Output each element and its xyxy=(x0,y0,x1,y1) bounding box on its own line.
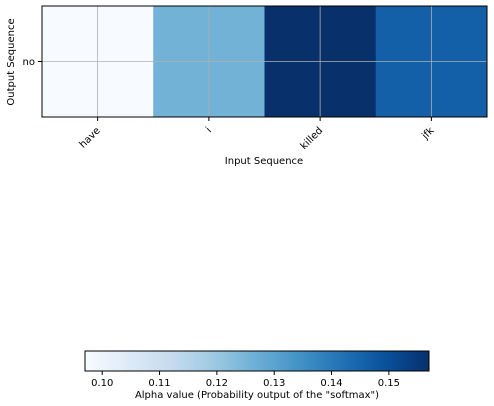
y-axis-label: Output Sequence xyxy=(6,18,17,105)
x-tick-label: jfk xyxy=(419,125,436,142)
colorbar-label: Alpha value (Probability output of the "… xyxy=(135,390,379,401)
x-tick-label: i xyxy=(204,125,214,135)
colorbar-ticks: 0.10 0.11 0.12 0.13 0.14 0.15 xyxy=(91,371,400,389)
heatmap-gridlines xyxy=(42,6,487,117)
colorbar xyxy=(84,350,430,372)
y-axis: no xyxy=(23,57,42,68)
colorbar-tick-label: 0.12 xyxy=(206,378,228,389)
colorbar-tick-label: 0.13 xyxy=(263,378,285,389)
colorbar-tick-label: 0.14 xyxy=(320,378,342,389)
x-axis-label: Input Sequence xyxy=(225,156,303,167)
colorbar-tick-label: 0.10 xyxy=(91,378,113,389)
x-axis: have i killed jfk xyxy=(78,117,437,152)
colorbar-tick-label: 0.11 xyxy=(148,378,170,389)
x-tick-label: killed xyxy=(299,125,326,152)
x-tick-label: have xyxy=(78,125,103,150)
colorbar-tick-label: 0.15 xyxy=(378,378,400,389)
y-tick-label: no xyxy=(23,57,35,68)
